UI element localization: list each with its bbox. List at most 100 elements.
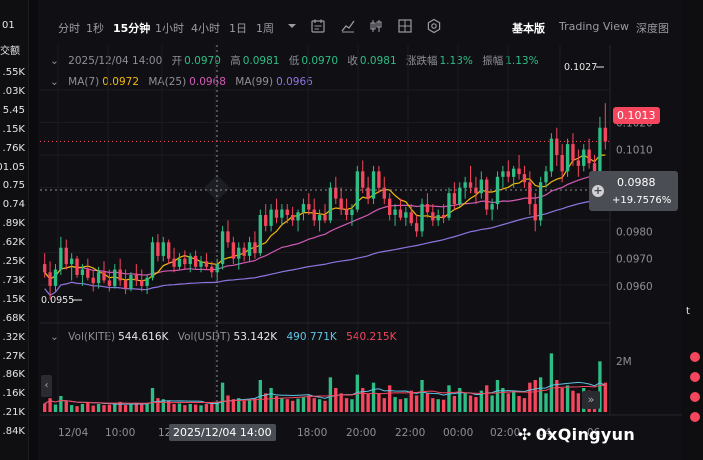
view-tab-tradingview[interactable]: Trading View bbox=[559, 20, 629, 33]
layout-icon[interactable] bbox=[397, 18, 413, 34]
price-tick-label: 0.0980 bbox=[616, 226, 653, 238]
candle-body bbox=[237, 247, 241, 259]
indicator-chart-icon[interactable] bbox=[340, 18, 356, 34]
volume-bar bbox=[371, 382, 376, 412]
more-intervals-chevron-icon[interactable] bbox=[284, 18, 300, 34]
right-panel-dot bbox=[690, 372, 700, 382]
indicator-settings-icon[interactable] bbox=[310, 18, 326, 34]
volume-bar bbox=[193, 404, 198, 412]
candle-body bbox=[253, 242, 257, 254]
candle-body bbox=[53, 269, 58, 286]
ma7-value: 0.0972 bbox=[102, 76, 140, 88]
volume-bar bbox=[172, 404, 176, 412]
candle-body bbox=[220, 231, 225, 265]
candle-body bbox=[48, 272, 52, 286]
close-label: 收 bbox=[347, 55, 358, 67]
view-tab-basic[interactable]: 基本版 bbox=[512, 22, 545, 35]
candle-body bbox=[350, 209, 354, 215]
settings-hex-icon[interactable] bbox=[426, 18, 442, 34]
candle-body bbox=[344, 209, 349, 215]
interval-tab-4h[interactable]: 4小时 bbox=[191, 22, 220, 35]
volume-bar bbox=[549, 353, 554, 412]
ma99-value: 0.0966 bbox=[276, 76, 313, 88]
volume-bar bbox=[431, 398, 435, 412]
candle-body bbox=[339, 198, 343, 210]
volume-bar bbox=[123, 405, 128, 412]
volume-bar bbox=[64, 401, 68, 412]
candle-body bbox=[571, 144, 575, 161]
crosshair-add-icon[interactable]: + bbox=[592, 184, 604, 197]
crosshair-price-pct: +19.7576% bbox=[612, 195, 672, 206]
volume-bar bbox=[296, 398, 300, 412]
candle-body bbox=[452, 193, 457, 205]
ma99-label: MA(99) bbox=[235, 76, 274, 88]
volume-bar bbox=[177, 403, 182, 412]
interval-tab-1h[interactable]: 1小时 bbox=[155, 22, 184, 35]
time-tick-label: 02:00 bbox=[490, 427, 520, 439]
volume-bar bbox=[43, 403, 47, 412]
vol-ma1-value: 490.771K bbox=[286, 331, 337, 343]
candle-body bbox=[183, 258, 187, 265]
volume-bar bbox=[156, 398, 160, 412]
scroll-right-button[interactable]: » bbox=[582, 391, 600, 409]
chevron-down-icon[interactable]: ⌄ bbox=[50, 331, 59, 343]
volume-bar bbox=[560, 388, 564, 412]
volume-bar bbox=[183, 405, 187, 412]
volume-bar bbox=[528, 382, 532, 412]
volume-bar bbox=[242, 400, 246, 412]
candle-body bbox=[264, 215, 268, 226]
right-panel-dot bbox=[690, 412, 700, 422]
candle-style-icon[interactable] bbox=[368, 18, 384, 34]
candle-body bbox=[495, 176, 500, 205]
chart-panel[interactable] bbox=[38, 0, 682, 460]
volume-bar bbox=[307, 395, 311, 412]
volume-bars bbox=[43, 353, 607, 412]
volume-bar bbox=[479, 390, 483, 412]
volume-bar bbox=[274, 396, 279, 412]
close-value: 0.0981 bbox=[359, 55, 397, 67]
volume-bar bbox=[344, 398, 349, 412]
interval-tab-timeline[interactable]: 分时 bbox=[58, 22, 80, 35]
candle-body bbox=[393, 209, 397, 215]
time-tick-label: 12 bbox=[158, 427, 171, 439]
candle-body bbox=[59, 247, 63, 270]
candles bbox=[43, 103, 607, 300]
interval-tab-1d[interactable]: 1日 bbox=[229, 22, 247, 35]
candle-body bbox=[598, 127, 602, 177]
volume-bar bbox=[490, 395, 494, 412]
candle-body bbox=[129, 275, 133, 289]
view-tab-depth[interactable]: 深度图 bbox=[636, 22, 669, 35]
volume-bar bbox=[226, 395, 230, 412]
candle-body bbox=[75, 258, 79, 275]
candle-body bbox=[441, 215, 446, 218]
volume-bar bbox=[377, 393, 381, 412]
volume-bar bbox=[598, 361, 602, 412]
volume-bar bbox=[506, 393, 510, 412]
interval-tab-1w[interactable]: 1周 bbox=[256, 22, 274, 35]
left-panel-row: .32K bbox=[2, 331, 25, 343]
candle-body bbox=[199, 261, 203, 267]
candle-body bbox=[479, 179, 483, 194]
candle-body bbox=[156, 242, 160, 256]
volume-bar bbox=[134, 402, 139, 412]
scroll-left-button[interactable]: ‹ bbox=[41, 375, 52, 397]
low-price-marker: 0.0955 bbox=[41, 295, 74, 306]
volume-bar bbox=[366, 393, 370, 412]
time-tick-label: 04 bbox=[538, 427, 552, 439]
candle-body bbox=[172, 258, 176, 267]
volume-bar bbox=[501, 388, 505, 412]
left-panel-row: .55K bbox=[2, 67, 25, 78]
volume-ma2-line bbox=[44, 384, 606, 404]
candle-body bbox=[366, 187, 370, 199]
interval-tab-15m[interactable]: 15分钟 bbox=[113, 22, 151, 35]
interval-tab-1s[interactable]: 1秒 bbox=[86, 22, 104, 35]
volume-bar bbox=[86, 402, 90, 412]
candle-body bbox=[150, 242, 155, 278]
volume-bar bbox=[129, 404, 133, 412]
chevron-down-icon[interactable]: ⌄ bbox=[50, 55, 59, 67]
candle-body bbox=[80, 269, 85, 275]
candle-body bbox=[328, 187, 333, 221]
chevron-down-icon[interactable]: ⌄ bbox=[50, 76, 59, 88]
candle-body bbox=[398, 209, 403, 218]
